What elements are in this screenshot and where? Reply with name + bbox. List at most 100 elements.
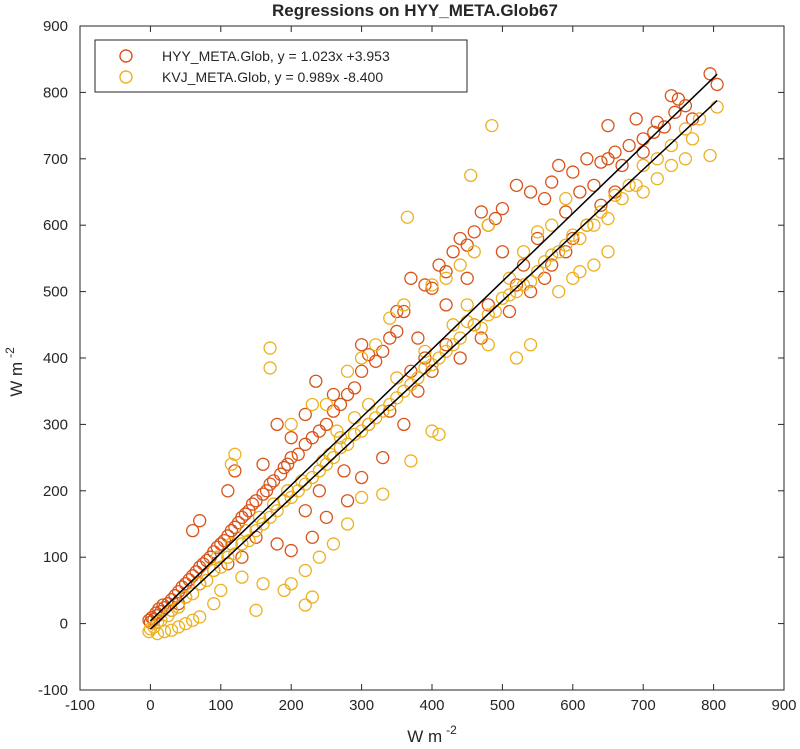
scatter-point — [537, 271, 552, 285]
scatter-point — [175, 580, 189, 594]
scatter-point — [523, 284, 538, 299]
scatter-point — [573, 265, 587, 279]
scatter-point — [559, 238, 573, 252]
scatter-point — [319, 397, 334, 412]
scatter-point — [354, 338, 369, 352]
scatter-point — [383, 397, 397, 412]
scatter-point — [376, 487, 390, 501]
scatter-point — [298, 407, 312, 422]
scatter-point — [650, 152, 664, 166]
y-axis-label-text: W m — [7, 362, 26, 397]
scatter-point — [312, 484, 327, 498]
scatter-point — [615, 191, 629, 206]
scatter-point — [238, 507, 253, 521]
scatter-point — [305, 530, 319, 544]
x-axis-label-text: W m — [407, 727, 442, 746]
scatter-point — [418, 278, 432, 292]
scatter-point — [516, 245, 531, 259]
scatter-point — [266, 474, 281, 488]
scatter-point — [703, 148, 717, 163]
scatter-point — [601, 152, 615, 166]
scatter-point — [453, 258, 467, 272]
scatter-point — [284, 577, 298, 591]
scatter-point — [615, 158, 629, 173]
scatter-point — [354, 424, 369, 438]
scatter-point — [397, 298, 411, 312]
scatter-point — [594, 155, 608, 169]
legend-box — [94, 39, 468, 93]
scatter-point — [263, 361, 277, 375]
scatter-point — [481, 308, 495, 322]
scatter-point — [453, 351, 467, 365]
scatter-point — [228, 447, 242, 461]
scatter-point — [298, 598, 312, 612]
scatter-point — [235, 550, 249, 564]
scatter-point — [270, 417, 284, 432]
scatter-point — [481, 298, 495, 312]
scatter-point — [256, 577, 270, 591]
scatter-point — [340, 364, 355, 378]
scatter-point — [601, 245, 615, 259]
scatter-point — [552, 284, 566, 299]
scatter-point — [185, 569, 200, 583]
scatter-point — [467, 225, 481, 239]
scatter-point — [284, 417, 298, 432]
legend: HYY_META.Glob, y = 1.023x +3.953 KVJ_MET… — [94, 39, 468, 93]
scatter-point — [383, 311, 397, 325]
scatter-point — [685, 112, 700, 126]
scatter-point — [376, 404, 390, 418]
series-layer — [142, 67, 724, 641]
series-1 — [142, 100, 724, 641]
scatter-point — [411, 331, 425, 345]
scatter-point — [668, 105, 682, 119]
scatter-point — [369, 338, 383, 352]
legend-label-hyy: HYY_META.Glob, y = 1.023x +3.953 — [162, 48, 390, 64]
scatter-point — [361, 348, 376, 362]
scatter-point — [601, 211, 615, 226]
scatter-point — [273, 467, 288, 481]
scatter-point — [354, 490, 369, 505]
scatter-point — [587, 218, 601, 232]
scatter-point — [142, 624, 156, 639]
scatter-point — [650, 115, 664, 129]
scatter-point — [432, 427, 446, 442]
scatter-point — [207, 597, 221, 611]
scatter-point — [383, 331, 397, 345]
y-axis-label: W m -2 — [3, 347, 26, 397]
scatter-point — [224, 537, 239, 551]
scatter-point — [411, 384, 425, 398]
scatter-point — [256, 487, 270, 501]
scatter-point — [298, 477, 312, 491]
y-tick-label: 400 — [43, 350, 68, 367]
scatter-point — [291, 484, 305, 498]
scatter-point — [509, 278, 524, 292]
scatter-point — [185, 523, 200, 538]
scatter-point — [425, 424, 439, 438]
scatter-point — [425, 357, 439, 372]
scatter-point — [460, 271, 474, 285]
scatter-point — [376, 450, 390, 465]
scatter-point — [397, 384, 411, 398]
scatter-point — [397, 304, 411, 319]
scatter-point — [330, 424, 344, 438]
scatter-point — [552, 158, 566, 173]
y-tick-label: 200 — [43, 483, 68, 500]
scatter-point — [284, 450, 298, 465]
scatter-point — [495, 201, 510, 216]
scatter-point — [678, 122, 693, 136]
scatter-point — [305, 397, 319, 412]
scatter-point — [340, 494, 355, 508]
x-tick-label: 200 — [279, 697, 304, 714]
scatter-point — [298, 437, 312, 451]
scatter-point — [376, 344, 390, 359]
scatter-point — [161, 608, 175, 623]
scatter-point — [266, 497, 281, 511]
scatter-point — [235, 570, 249, 584]
scatter-point — [573, 231, 587, 246]
scatter-point — [446, 318, 460, 332]
scatter-point — [214, 560, 228, 574]
scatter-point — [488, 211, 503, 226]
scatter-point — [425, 278, 439, 292]
scatter-point — [249, 603, 263, 617]
scatter-point — [566, 228, 580, 242]
